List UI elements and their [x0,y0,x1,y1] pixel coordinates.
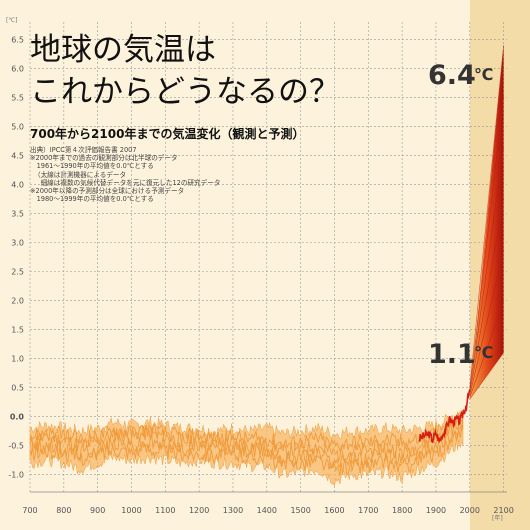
x-tick-label: 1300 [223,506,243,515]
reconstruction-line-2 [29,425,464,469]
y-tick-label: -1.0 [8,471,24,480]
projection-scenario-line-4 [469,198,504,394]
x-tick-label: 1100 [155,506,175,515]
projection-scenario-line-6 [469,96,504,390]
x-axis-unit: [年] [492,514,503,522]
reconstruction-band [29,409,464,487]
y-axis: -1.0 -0.5 0.0 0.5 1.0 1.5 2.0 2.5 3.0 3.5 4.0 4.5 5.… [8,35,24,479]
y-tick-label: 5.5 [11,93,24,102]
x-tick-label: 1700 [358,506,378,515]
x-axis: 700 800 900 1000 1100 1200 1300 1400 1500 1600 170… [22,506,513,515]
y-tick-label: 3.0 [11,238,24,247]
note-source: 出典）IPCC第４次評価報告書 2007 [30,145,137,154]
reconstruction-band-area [29,409,464,487]
callout-1-1-unit: ℃ [474,343,493,362]
chart-title-line2: これからどうなるの？ [30,74,340,110]
y-tick-label: 6.0 [11,64,24,73]
x-tick-label: 1400 [257,506,277,515]
y-tick-label: 3.5 [11,209,24,218]
projection-scenario-line-5 [469,147,504,392]
projection-scenario-line-3 [469,250,504,396]
y-tick-label: 0.0 [10,413,25,422]
note-line-6: ※2000年以降の予測部分は全球における予測データ [30,186,184,195]
callout-6-4: 6.4 ℃ [428,60,493,91]
instrumental-record [418,389,471,444]
projection-scenario-line-1 [469,352,504,400]
y-tick-label: 0.5 [11,384,24,393]
x-tick-label: 800 [56,506,71,515]
y-tick-label: 5.0 [11,122,24,131]
x-tick-label: 700 [22,506,37,515]
y-tick-label: -0.5 [8,442,24,451]
x-tick-label: 1800 [392,506,412,515]
callout-1-1-value: 1.1 [428,339,476,370]
reconstruction-line-3 [29,411,464,452]
x-tick-label: 1200 [189,506,209,515]
y-tick-label: 6.5 [11,35,24,44]
x-tick-label: 1600 [324,506,344,515]
instrumental-line [418,389,471,444]
note-line-4: （太線は計測機器によるデータ [34,170,126,179]
y-tick-label: 1.5 [11,326,24,335]
note-line-5: 細線は複数の気候代替データを元に復元した12の研究データ [34,178,220,187]
x-tick-label: 1900 [426,506,446,515]
projection-fan [469,45,504,400]
note-line-2: ※2000年までの過去の観測部分は北半球のデータ [30,153,178,162]
y-tick-label: 4.0 [11,180,24,189]
y-tick-label: 2.0 [11,297,24,306]
chart-title-line1: 地球の気温は [30,32,216,68]
note-line-3: 1961～1990年の平均値を0.0℃とする [30,161,154,170]
y-tick-label: 1.0 [11,355,24,364]
callout-1-1: 1.1 ℃ [428,339,493,370]
reconstruction-line-4 [29,426,464,476]
y-axis-unit: [℃] [6,17,17,24]
callout-6-4-value: 6.4 [428,60,476,91]
x-tick-label: 1500 [290,506,310,515]
callout-6-4-unit: ℃ [474,65,493,84]
y-tick-label: 2.5 [11,268,24,277]
projection-scenario-line-7 [469,45,504,388]
y-tick-label: 4.5 [11,151,24,160]
note-line-7: 1980～1999年の平均値を0.0℃とする [30,194,154,203]
reconstruction-line-1 [29,414,464,463]
projection-range [469,45,504,400]
chart-subtitle: 700年から2100年までの気温変化（観測と予測） [30,126,304,141]
grid [29,22,507,493]
projection-scenario-line-2 [469,301,504,398]
x-tick-label: 2100 [493,506,513,515]
x-tick-label: 900 [90,506,105,515]
reconstruction-lines [29,411,464,476]
x-tick-label: 2000 [460,506,480,515]
x-tick-label: 1000 [121,506,141,515]
